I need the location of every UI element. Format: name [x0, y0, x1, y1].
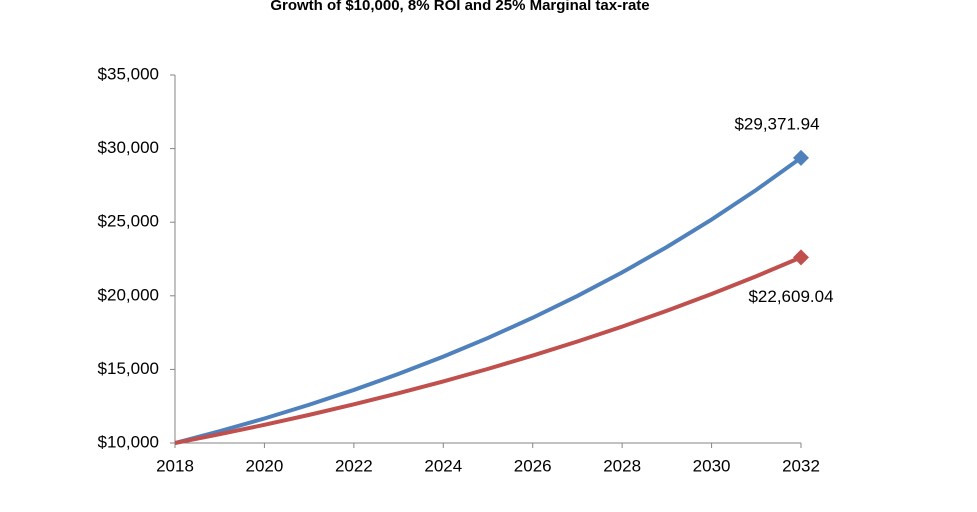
y-tick-label: $25,000: [98, 212, 159, 231]
line: [174, 156, 803, 445]
y-tick-label: $15,000: [98, 359, 159, 378]
x-tick-label: 2020: [246, 456, 284, 475]
y-tick-label: $20,000: [98, 285, 159, 304]
y-tick-label: $10,000: [98, 432, 159, 451]
x-tick-label: 2022: [335, 456, 373, 475]
data-label: $29,371.94: [734, 114, 819, 133]
x-tick-label: 2028: [603, 456, 641, 475]
x-tick-label: 2032: [782, 456, 820, 475]
line: [174, 255, 802, 445]
x-tick-label: 2018: [156, 456, 194, 475]
y-tick-label: $35,000: [98, 64, 159, 83]
x-tick-label: 2026: [514, 456, 552, 475]
x-tick-label: 2024: [424, 456, 462, 475]
marker: [793, 149, 809, 166]
x-tick-label: 2030: [693, 456, 731, 475]
y-tick-label: $30,000: [98, 138, 159, 157]
data-label: $22,609.04: [748, 287, 833, 306]
marker: [793, 249, 809, 266]
chart-title: Growth of $10,000, 8% ROI and 25% Margin…: [270, 0, 649, 14]
